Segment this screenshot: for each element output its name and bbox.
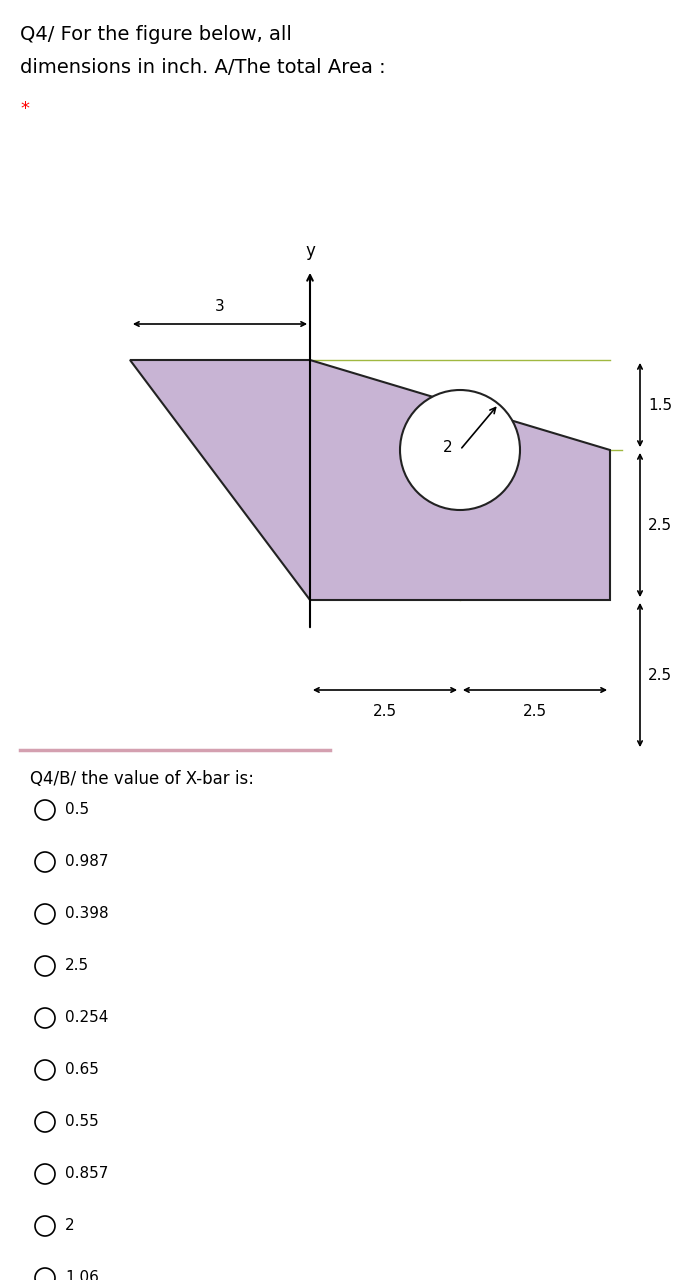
Circle shape xyxy=(400,390,520,509)
Text: dimensions in inch. A/The total Area :: dimensions in inch. A/The total Area : xyxy=(20,58,386,77)
Text: 0.65: 0.65 xyxy=(65,1062,99,1078)
Circle shape xyxy=(35,1268,55,1280)
Circle shape xyxy=(35,1112,55,1132)
Text: *: * xyxy=(20,100,29,118)
Circle shape xyxy=(35,1009,55,1028)
Circle shape xyxy=(35,1164,55,1184)
Circle shape xyxy=(35,1216,55,1236)
Text: 2: 2 xyxy=(443,440,452,454)
Text: Q4/B/ the value of X-bar is:: Q4/B/ the value of X-bar is: xyxy=(30,771,254,788)
Text: 1.5: 1.5 xyxy=(648,398,672,412)
Text: 3: 3 xyxy=(215,300,225,314)
Circle shape xyxy=(35,956,55,975)
Circle shape xyxy=(35,1060,55,1080)
Text: 1.06: 1.06 xyxy=(65,1271,99,1280)
Text: 2.5: 2.5 xyxy=(373,704,397,719)
Text: y: y xyxy=(305,242,315,260)
Circle shape xyxy=(35,852,55,872)
Text: 0.254: 0.254 xyxy=(65,1010,109,1025)
Text: 2.5: 2.5 xyxy=(65,959,89,974)
Text: 0.398: 0.398 xyxy=(65,906,109,922)
Text: 2: 2 xyxy=(65,1219,75,1234)
Circle shape xyxy=(35,800,55,820)
Text: 2.5: 2.5 xyxy=(648,667,672,682)
Polygon shape xyxy=(130,360,610,600)
Text: 0.5: 0.5 xyxy=(65,803,89,818)
Circle shape xyxy=(35,904,55,924)
Text: 2.5: 2.5 xyxy=(523,704,547,719)
Text: 0.55: 0.55 xyxy=(65,1115,98,1129)
Text: 0.857: 0.857 xyxy=(65,1166,109,1181)
Text: 0.987: 0.987 xyxy=(65,855,109,869)
Text: Q4/ For the figure below, all: Q4/ For the figure below, all xyxy=(20,26,292,44)
Text: 2.5: 2.5 xyxy=(648,517,672,532)
